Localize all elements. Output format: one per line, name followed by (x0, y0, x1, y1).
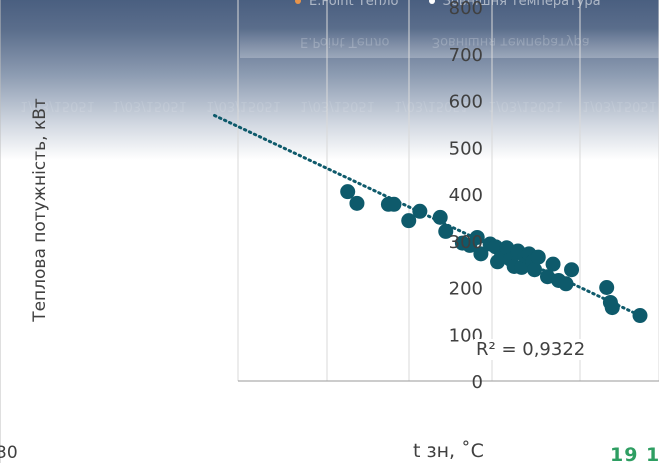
data-point-20 (514, 259, 530, 275)
trendline (213, 113, 642, 318)
legend-dot-temp (428, 0, 435, 4)
data-point-6 (432, 209, 448, 225)
data-point-25 (530, 249, 546, 265)
x-tick-label-partial: 30 (0, 443, 18, 463)
data-point-29 (558, 276, 574, 292)
y-tick-label-500: 500 (449, 138, 483, 159)
y-tick-label-300: 300 (449, 232, 483, 253)
data-point-30 (564, 262, 580, 278)
scatter-points (340, 184, 648, 324)
data-point-3 (386, 196, 402, 212)
data-point-5 (412, 203, 428, 219)
legend-item-temp: Зовнішня температура (428, 0, 601, 9)
page-number: 19 1 (610, 444, 659, 463)
trendline-layer (213, 113, 642, 318)
data-point-11 (473, 246, 489, 262)
data-point-7 (438, 223, 454, 239)
data-point-4 (401, 213, 417, 229)
data-point-34 (632, 308, 648, 324)
y-tick-label-800: 800 (449, 0, 483, 19)
legend-item-heat: Е.Point Тепло (295, 0, 398, 9)
data-point-10 (469, 229, 485, 245)
data-point-33 (604, 300, 620, 316)
legend-dot-heat (295, 0, 301, 4)
x-axis-title: t зн, ˚С (413, 440, 484, 462)
chart-legend: Е.Point Тепло Зовнішня температура (295, 0, 627, 9)
y-tick-label-600: 600 (449, 92, 483, 113)
y-tick-label-700: 700 (449, 45, 483, 66)
data-point-27 (545, 256, 561, 272)
y-axis-title: Теплова потужність, кВт (30, 98, 50, 322)
legend-label-heat: Е.Point Тепло (309, 0, 399, 9)
y-tick-label-400: 400 (449, 185, 483, 206)
y-tick-label-0: 0 (472, 372, 483, 393)
y-tick-label-200: 200 (449, 279, 483, 300)
data-point-1 (349, 195, 365, 211)
header-reflection (240, 28, 659, 58)
legend-label-temp: Зовнішня температура (442, 0, 601, 9)
header-band (0, 0, 659, 160)
data-point-24 (527, 262, 543, 278)
data-point-0 (340, 184, 356, 200)
r-squared-label: R² = 0,9322 (474, 339, 588, 360)
data-point-31 (599, 280, 615, 295)
